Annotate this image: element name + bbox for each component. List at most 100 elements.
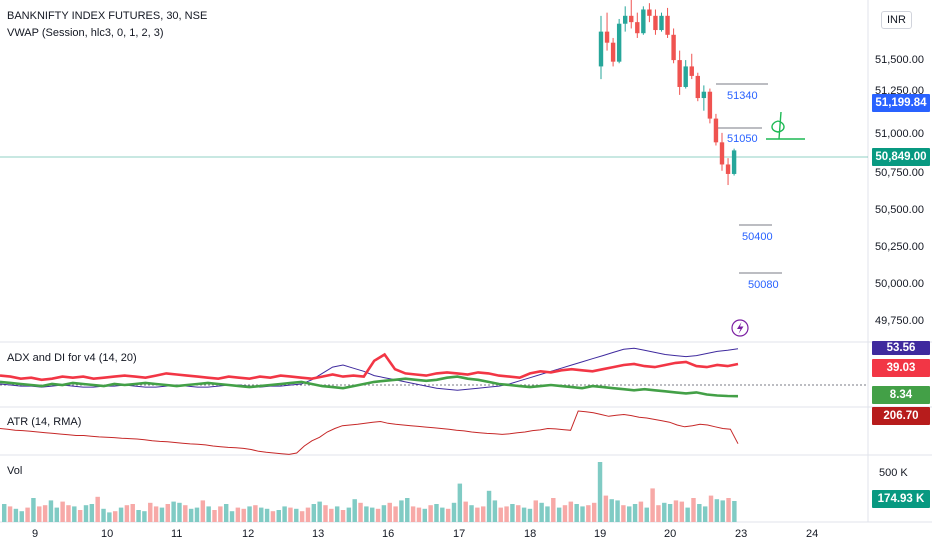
volume-bar [387, 502, 392, 522]
time-tick: 20 [664, 528, 677, 540]
volume-bar [329, 508, 334, 522]
volume-bar [270, 511, 276, 522]
volume-bar [183, 505, 188, 522]
volume-bar [48, 500, 54, 522]
price-tick: 51,000.00 [875, 128, 924, 140]
volume-bar [445, 508, 451, 522]
volume-bar [136, 510, 141, 522]
volume-bar [440, 507, 445, 522]
volume-bar [545, 506, 550, 522]
volume-bar [253, 505, 258, 522]
volume-bar [299, 511, 305, 522]
volume-bar [334, 506, 340, 522]
candle-body [665, 15, 670, 35]
lightning-icon[interactable] [731, 319, 749, 337]
candle-body [616, 23, 622, 62]
volume-bar [264, 508, 270, 522]
price-tick: 49,750.00 [875, 315, 924, 327]
volume-bar [521, 507, 527, 522]
plus-di-value-tag: 39.03 [872, 359, 930, 377]
volume-bar [7, 506, 13, 522]
volume-bar [644, 507, 649, 522]
candle-body [689, 66, 694, 76]
volume-bar [405, 498, 410, 522]
volume-bar [107, 512, 112, 522]
volume-bar [346, 507, 352, 522]
candle-body [683, 66, 688, 87]
candle-body [629, 15, 634, 23]
time-tick: 12 [242, 528, 255, 540]
volume-bar [276, 510, 281, 522]
volume-bar [124, 505, 130, 522]
candle-body [707, 91, 713, 119]
volume-bar [667, 504, 673, 522]
volume-bar [434, 504, 439, 522]
volume-bar [54, 507, 60, 522]
volume-bar [697, 504, 702, 522]
time-tick: 19 [594, 528, 607, 540]
volume-bar [223, 504, 229, 522]
hand-drawn-annotation[interactable] [766, 111, 805, 140]
volume-bar [37, 506, 42, 522]
volume-bar [165, 504, 170, 522]
volume-bar [358, 502, 363, 522]
volume-bar [247, 506, 252, 522]
volume-bar [504, 506, 509, 522]
volume-bar [259, 507, 264, 522]
volume-bar [311, 504, 317, 522]
volume-bar [370, 507, 375, 522]
volume-bar [393, 506, 398, 522]
volume-bar [580, 506, 585, 522]
time-tick: 23 [735, 528, 748, 540]
minus-di-line [0, 375, 739, 398]
candle-body [719, 142, 725, 165]
level-label-50080[interactable]: 50080 [748, 279, 779, 291]
volume-bar [475, 507, 480, 522]
price-tick: 50,000.00 [875, 278, 924, 290]
currency-label[interactable]: INR [881, 11, 912, 29]
volume-bar [463, 501, 468, 522]
level-label-51340[interactable]: 51340 [727, 90, 758, 102]
time-tick: 11 [171, 528, 183, 540]
volume-bar [469, 505, 474, 522]
volume-bar [486, 490, 492, 522]
volume-bar [282, 506, 287, 522]
volume-bar [662, 502, 667, 522]
volume-bar [171, 501, 176, 522]
time-tick: 18 [524, 528, 537, 540]
candle-body [701, 91, 707, 99]
vol-legend[interactable]: Vol [7, 465, 23, 477]
volume-bar [42, 505, 48, 522]
time-tick: 17 [453, 528, 466, 540]
volume-bar [650, 488, 655, 522]
volume-bar [89, 504, 95, 522]
vwap-legend[interactable]: VWAP (Session, hlc3, 0, 1, 2, 3) [7, 27, 164, 39]
volume-bar [375, 508, 381, 522]
volume-bar [632, 504, 638, 522]
level-label-50400[interactable]: 50400 [742, 231, 773, 243]
volume-bar [83, 505, 89, 522]
volume-bar [498, 507, 503, 522]
atr-value-tag: 206.70 [872, 407, 930, 425]
vol-axis-tick: 500 K [879, 467, 908, 479]
volume-bar [95, 496, 100, 522]
vol-value-tag: 174.93 K [872, 490, 930, 508]
volume-bar [726, 498, 731, 522]
volume-bar [428, 505, 433, 522]
level-label-51050[interactable]: 51050 [727, 133, 758, 145]
volume-bar [13, 508, 19, 522]
price-tick: 50,500.00 [875, 204, 924, 216]
atr-line [0, 410, 739, 455]
candle-body [641, 9, 646, 34]
atr-legend[interactable]: ATR (14, RMA) [7, 416, 82, 428]
adx-legend[interactable]: ADX and DI for v4 (14, 20) [7, 352, 137, 364]
volume-bar [148, 502, 153, 522]
volume-bar [60, 501, 65, 522]
volume-bar [679, 501, 685, 522]
time-tick: 24 [806, 528, 819, 540]
symbol-title: BANKNIFTY INDEX FUTURES, 30, NSE [7, 10, 208, 22]
candle-body [604, 31, 610, 43]
volume-bar [25, 507, 30, 522]
